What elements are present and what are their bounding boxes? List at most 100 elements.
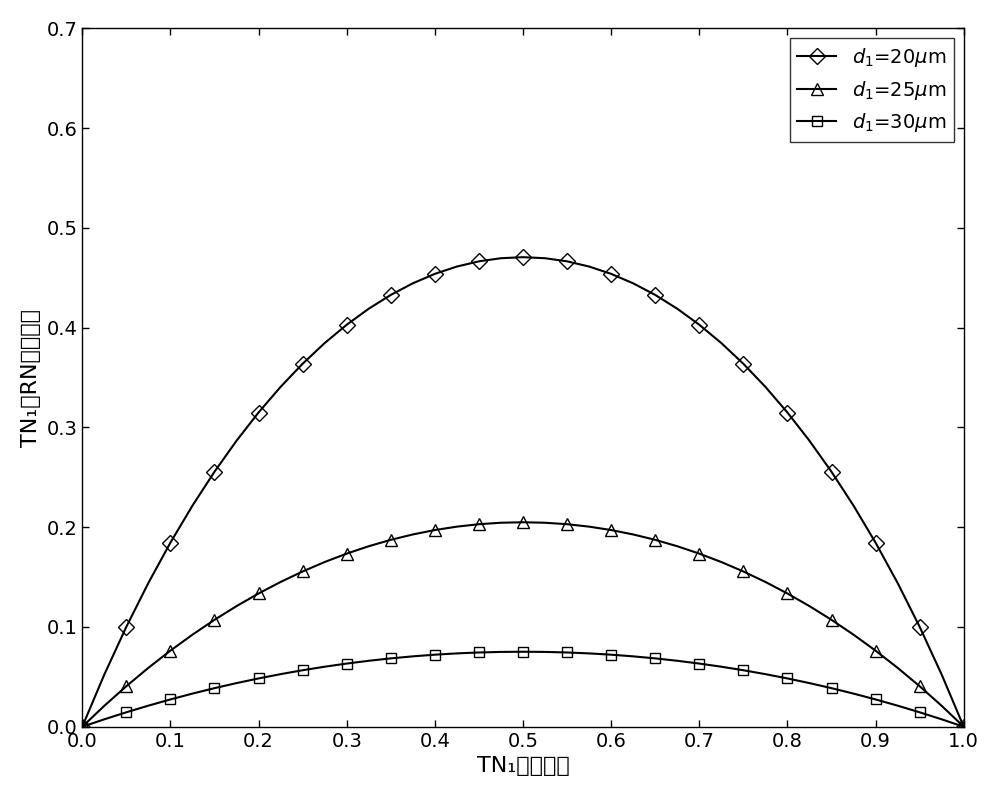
$d_1$=30$\mu$m <box>870 695 882 705</box>
$d_1$=25$\mu$m <box>561 520 573 529</box>
$d_1$=20$\mu$m <box>517 253 529 262</box>
$d_1$=20$\mu$m <box>914 622 926 631</box>
$d_1$=30$\mu$m <box>319 662 331 672</box>
$d_1$=30$\mu$m <box>451 649 463 658</box>
Line: $d_1$=25$\mu$m: $d_1$=25$\mu$m <box>77 516 969 732</box>
$d_1$=20$\mu$m <box>671 304 683 313</box>
$d_1$=20$\mu$m <box>120 622 132 631</box>
$d_1$=30$\mu$m <box>892 701 904 710</box>
$d_1$=20$\mu$m <box>363 304 375 313</box>
Y-axis label: TN₁与RN的互信息: TN₁与RN的互信息 <box>21 308 41 446</box>
$d_1$=25$\mu$m <box>297 567 309 576</box>
$d_1$=25$\mu$m <box>671 541 683 551</box>
$d_1$=20$\mu$m <box>407 278 419 288</box>
$d_1$=20$\mu$m <box>208 467 220 477</box>
$d_1$=20$\mu$m <box>341 320 353 329</box>
$d_1$=25$\mu$m <box>649 535 661 544</box>
$d_1$=25$\mu$m <box>517 517 529 527</box>
$d_1$=25$\mu$m <box>142 663 154 673</box>
$d_1$=30$\mu$m <box>231 678 243 688</box>
$d_1$=25$\mu$m <box>451 522 463 532</box>
$d_1$=20$\mu$m <box>495 253 507 263</box>
$d_1$=20$\mu$m <box>892 578 904 587</box>
$d_1$=20$\mu$m <box>297 359 309 368</box>
Legend: $d_1$=20$\mu$m, $d_1$=25$\mu$m, $d_1$=30$\mu$m: $d_1$=20$\mu$m, $d_1$=25$\mu$m, $d_1$=30… <box>790 38 954 142</box>
$d_1$=25$\mu$m <box>715 557 727 567</box>
$d_1$=30$\mu$m <box>759 669 771 679</box>
$d_1$=30$\mu$m <box>848 689 860 698</box>
$d_1$=30$\mu$m <box>605 650 617 659</box>
$d_1$=25$\mu$m <box>385 535 397 544</box>
$d_1$=25$\mu$m <box>892 663 904 673</box>
$d_1$=30$\mu$m <box>826 683 838 693</box>
$d_1$=25$\mu$m <box>693 549 705 559</box>
$d_1$=25$\mu$m <box>208 615 220 625</box>
$d_1$=20$\mu$m <box>803 436 815 446</box>
$d_1$=20$\mu$m <box>759 382 771 391</box>
$d_1$=25$\mu$m <box>76 722 88 732</box>
$d_1$=30$\mu$m <box>341 659 353 669</box>
$d_1$=20$\mu$m <box>781 408 793 418</box>
$d_1$=20$\mu$m <box>186 501 198 510</box>
$d_1$=30$\mu$m <box>781 673 793 683</box>
$d_1$=25$\mu$m <box>120 681 132 691</box>
$d_1$=25$\mu$m <box>605 525 617 535</box>
$d_1$=30$\mu$m <box>561 648 573 658</box>
$d_1$=30$\mu$m <box>142 701 154 710</box>
$d_1$=30$\mu$m <box>164 695 176 705</box>
$d_1$=20$\mu$m <box>936 669 948 679</box>
$d_1$=25$\mu$m <box>627 530 639 540</box>
$d_1$=30$\mu$m <box>473 648 485 658</box>
$d_1$=20$\mu$m <box>231 436 243 446</box>
$d_1$=30$\mu$m <box>385 654 397 663</box>
$d_1$=30$\mu$m <box>76 722 88 732</box>
$d_1$=20$\mu$m <box>737 359 749 368</box>
$d_1$=25$\mu$m <box>363 541 375 551</box>
$d_1$=25$\mu$m <box>914 681 926 691</box>
$d_1$=30$\mu$m <box>517 647 529 657</box>
$d_1$=20$\mu$m <box>385 290 397 300</box>
$d_1$=25$\mu$m <box>186 630 198 639</box>
$d_1$=25$\mu$m <box>429 525 441 535</box>
$d_1$=20$\mu$m <box>429 269 441 279</box>
$d_1$=25$\mu$m <box>473 520 485 529</box>
$d_1$=30$\mu$m <box>539 647 551 657</box>
$d_1$=25$\mu$m <box>539 518 551 528</box>
$d_1$=25$\mu$m <box>319 557 331 567</box>
$d_1$=30$\mu$m <box>98 715 110 724</box>
$d_1$=25$\mu$m <box>275 577 287 587</box>
$d_1$=30$\mu$m <box>936 715 948 724</box>
$d_1$=25$\mu$m <box>848 630 860 639</box>
$d_1$=25$\mu$m <box>253 589 265 599</box>
$d_1$=20$\mu$m <box>583 261 595 271</box>
$d_1$=30$\mu$m <box>208 683 220 693</box>
$d_1$=20$\mu$m <box>275 382 287 391</box>
$d_1$=20$\mu$m <box>958 722 970 732</box>
$d_1$=20$\mu$m <box>142 578 154 587</box>
$d_1$=30$\mu$m <box>958 722 970 732</box>
$d_1$=25$\mu$m <box>98 701 110 711</box>
$d_1$=20$\mu$m <box>561 257 573 266</box>
$d_1$=20$\mu$m <box>649 290 661 300</box>
$d_1$=25$\mu$m <box>803 602 815 611</box>
$d_1$=20$\mu$m <box>715 338 727 347</box>
$d_1$=20$\mu$m <box>693 320 705 329</box>
$d_1$=25$\mu$m <box>341 549 353 559</box>
$d_1$=25$\mu$m <box>826 615 838 625</box>
$d_1$=30$\mu$m <box>803 678 815 688</box>
$d_1$=30$\mu$m <box>693 659 705 669</box>
$d_1$=20$\mu$m <box>164 538 176 548</box>
$d_1$=20$\mu$m <box>605 269 617 279</box>
$d_1$=20$\mu$m <box>848 501 860 510</box>
$d_1$=20$\mu$m <box>76 722 88 732</box>
$d_1$=30$\mu$m <box>627 652 639 662</box>
$d_1$=25$\mu$m <box>958 722 970 732</box>
$d_1$=20$\mu$m <box>319 338 331 347</box>
$d_1$=30$\mu$m <box>186 689 198 698</box>
$d_1$=20$\mu$m <box>870 538 882 548</box>
$d_1$=25$\mu$m <box>781 589 793 599</box>
$d_1$=25$\mu$m <box>737 567 749 576</box>
$d_1$=25$\mu$m <box>870 646 882 655</box>
$d_1$=20$\mu$m <box>253 408 265 418</box>
$d_1$=30$\mu$m <box>253 673 265 683</box>
